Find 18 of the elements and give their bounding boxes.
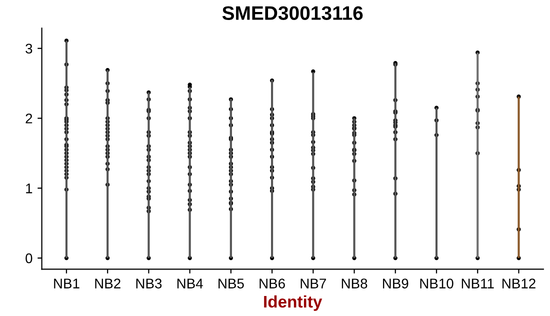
x-tick-label: NB3 (136, 278, 162, 288)
y-tick-label: 3 (26, 44, 32, 54)
x-tick-label: NB10 (420, 278, 454, 288)
x-tick-label: NB9 (383, 278, 408, 288)
x-tick-label: NB1 (54, 278, 80, 288)
y-tick-label: 0 (26, 253, 32, 264)
x-tick-label: NB6 (260, 278, 285, 288)
y-tick-label: 2 (26, 114, 32, 124)
chart-title: SMED30013116 (222, 6, 363, 20)
x-tick-label: NB8 (342, 278, 368, 288)
x-axis-title: Identity (264, 295, 322, 311)
y-tick-label: 1 (26, 184, 32, 194)
x-tick-label: NB5 (218, 278, 244, 288)
x-tick-label: NB11 (462, 278, 494, 288)
x-tick-label: NB4 (177, 278, 203, 288)
x-tick-label: NB7 (300, 278, 326, 288)
x-tick-label: NB2 (95, 278, 120, 288)
x-tick-label: NB12 (502, 278, 536, 288)
